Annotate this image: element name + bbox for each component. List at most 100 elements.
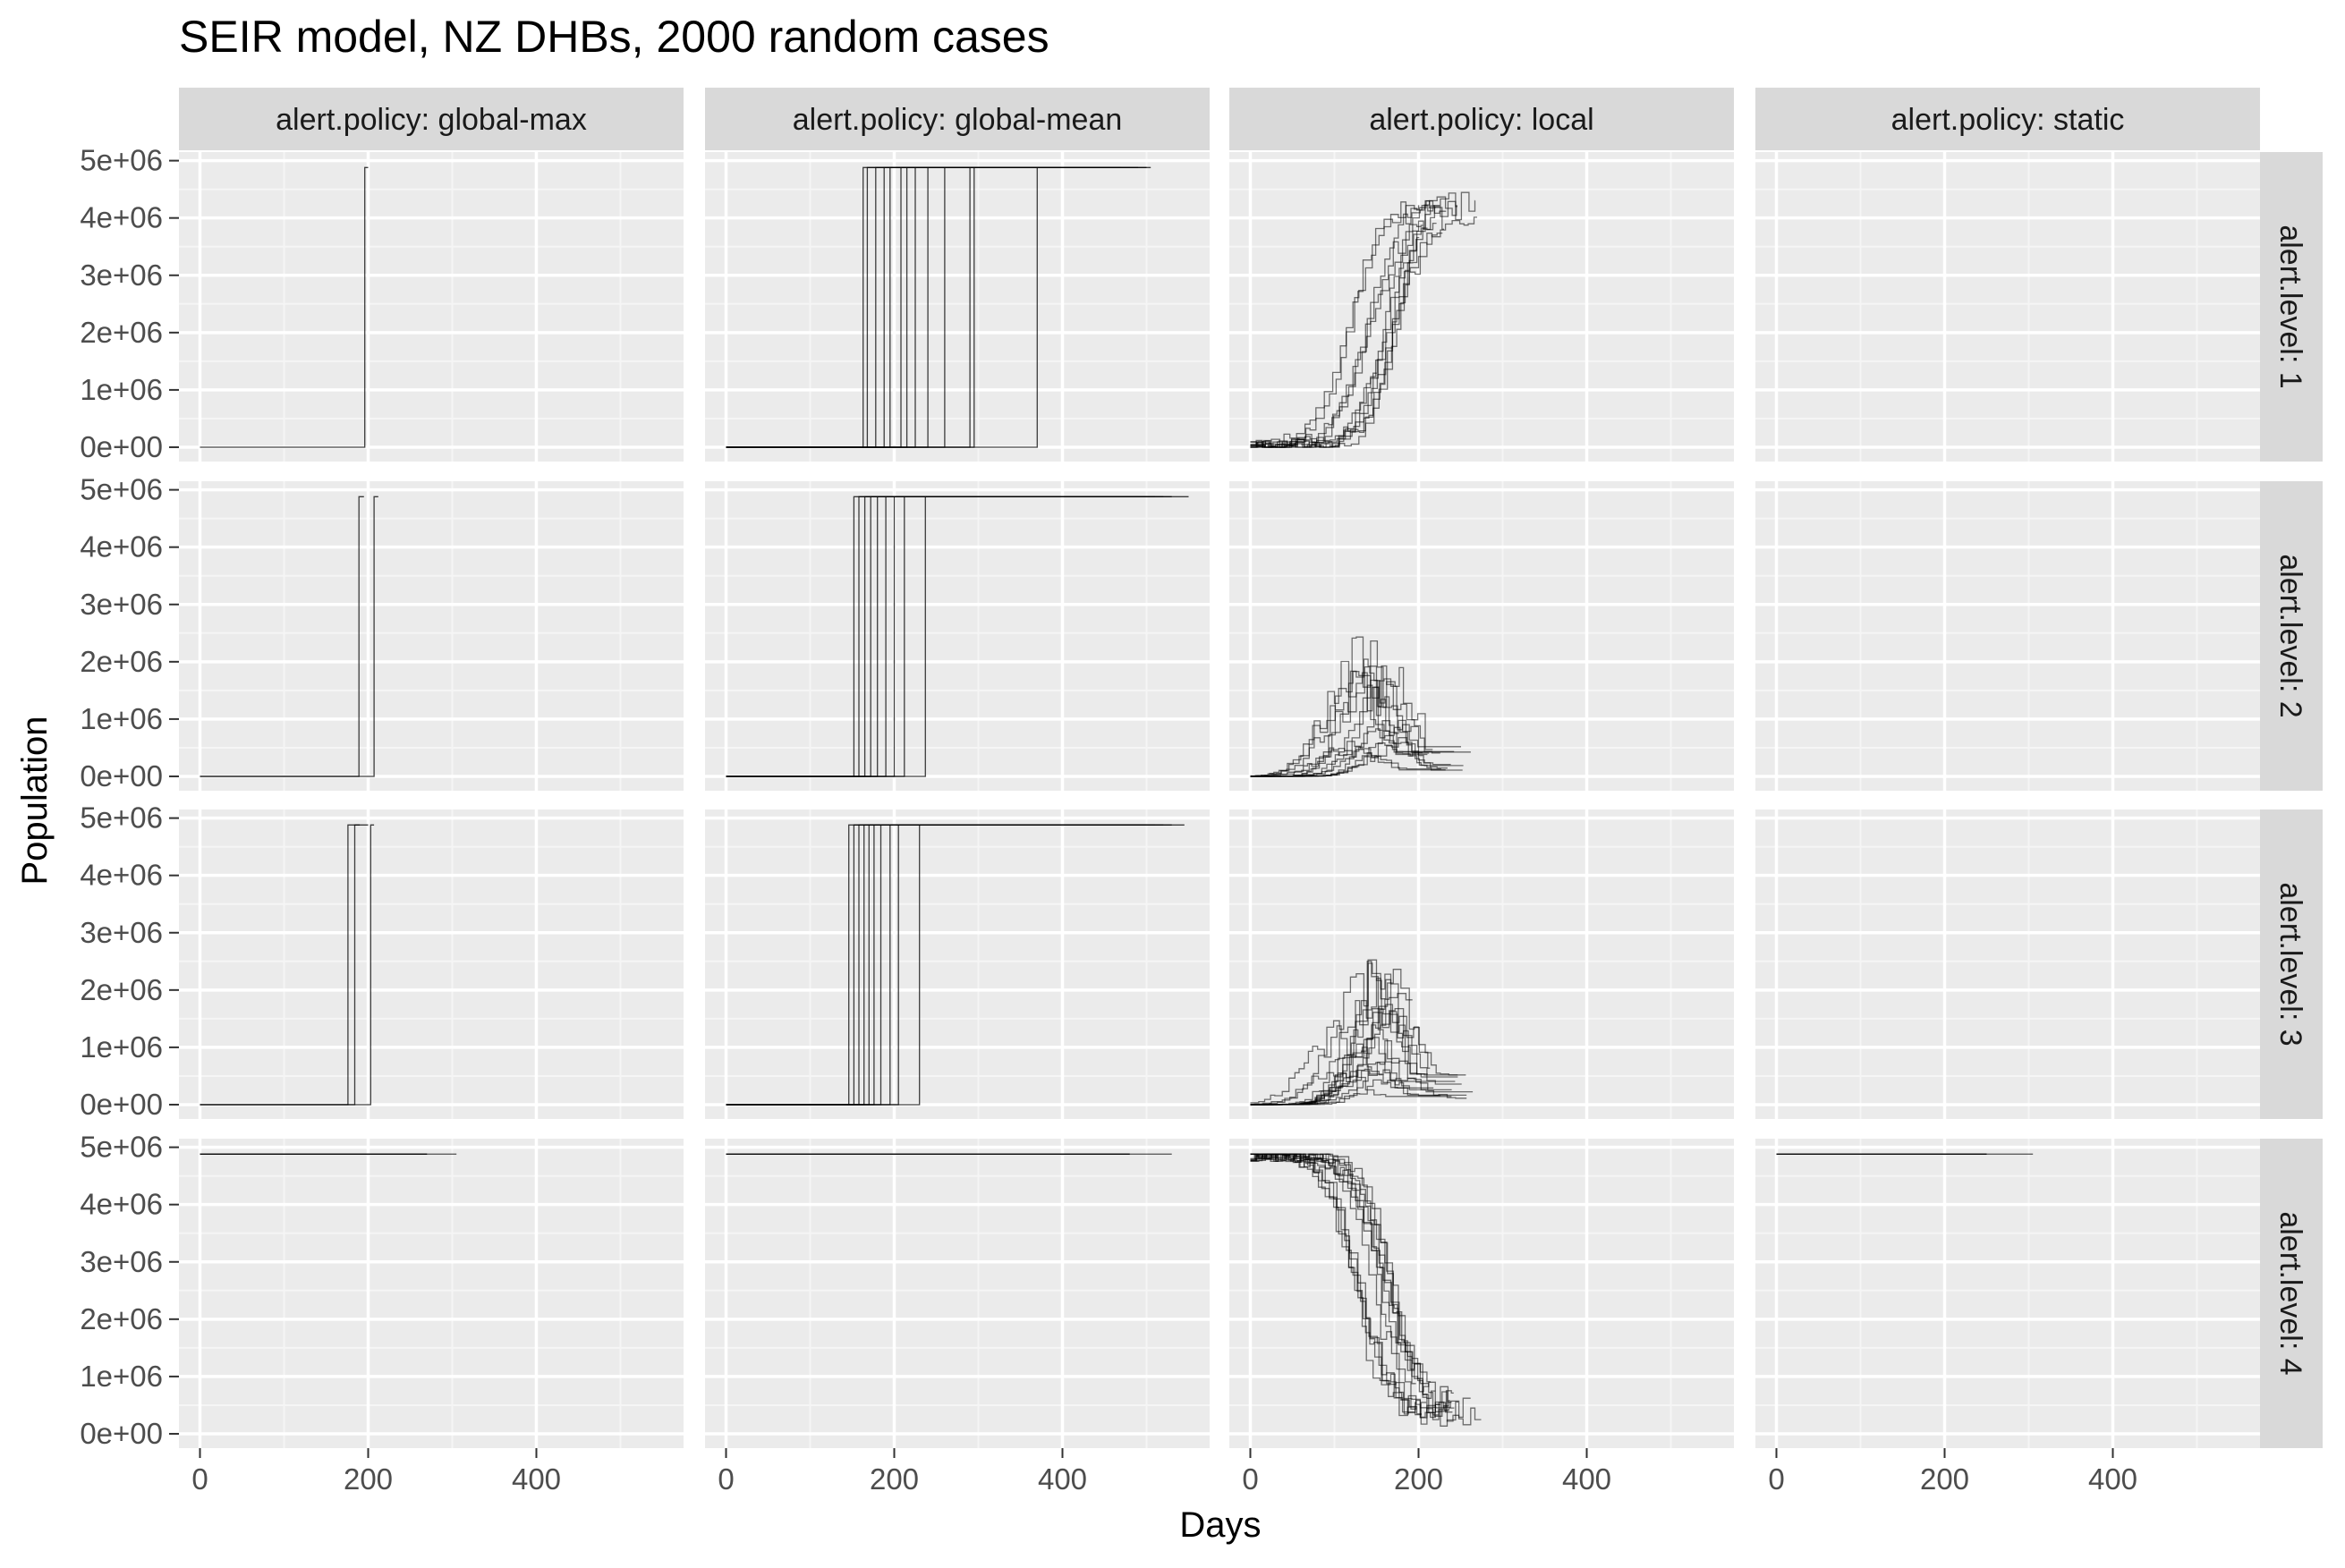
- column-strip-label: alert.policy: local: [1369, 103, 1593, 137]
- strip-background: [179, 88, 684, 150]
- y-tick-label: 1e+06: [80, 1360, 163, 1393]
- x-tick-label: 200: [870, 1462, 919, 1496]
- row-strip-label: alert.level: 3: [2273, 882, 2307, 1046]
- series-line: [1250, 973, 1458, 1106]
- y-tick-label: 5e+06: [80, 473, 163, 506]
- y-axis-row-3: 0e+00 1e+06 2e+06 3e+06 4e+06 5e+06: [80, 801, 179, 1121]
- y-tick-label: 0e+00: [80, 430, 163, 463]
- series-line: [1250, 745, 1463, 777]
- panel-background: [179, 809, 684, 1119]
- y-tick-label: 1e+06: [80, 702, 163, 735]
- column-strip: alert.policy: static: [1755, 88, 2260, 150]
- x-tick-label: 0: [1768, 1462, 1784, 1496]
- y-tick-label: 1e+06: [80, 1030, 163, 1064]
- x-tick-label: 200: [1394, 1462, 1443, 1496]
- panel-background: [705, 1139, 1210, 1448]
- x-tick-label: 400: [1562, 1462, 1611, 1496]
- strip-background: [2260, 809, 2323, 1119]
- x-tick-label: 400: [512, 1462, 561, 1496]
- x-axes: 0 200 400 0 200 400 0 200 400 0 200 400: [191, 1448, 2137, 1496]
- panel-global-max-level-4: [179, 1139, 684, 1448]
- y-tick-label: 4e+06: [80, 530, 163, 564]
- lines-global-max-level-3: [200, 824, 375, 1106]
- panel-background: [1229, 152, 1734, 462]
- y-tick-label: 5e+06: [80, 801, 163, 835]
- series-line: [726, 496, 1172, 777]
- column-strip: alert.policy: local: [1229, 88, 1734, 150]
- panel-background: [1755, 809, 2260, 1119]
- panel-background: [705, 152, 1210, 462]
- panel-global-mean-level-3: [705, 809, 1210, 1119]
- panel-global-mean-level-4: [705, 1139, 1210, 1448]
- strip-background: [2260, 152, 2323, 462]
- panel-local-level-1: [1229, 152, 1734, 462]
- row-strips: alert.level: 1 alert.level: 2 alert.level:…: [2260, 152, 2323, 1448]
- panel-background: [1755, 152, 2260, 462]
- lines-global-max-level-1: [200, 166, 369, 448]
- series-line: [1250, 1154, 1417, 1414]
- y-tick-label: 2e+06: [80, 973, 163, 1006]
- panel-background: [1229, 809, 1734, 1119]
- x-tick-label: 200: [1920, 1462, 1969, 1496]
- row-strip: alert.level: 1: [2260, 152, 2323, 462]
- column-strip-label: alert.policy: global-mean: [793, 103, 1123, 137]
- panel-background: [1755, 481, 2260, 791]
- series-line: [1250, 192, 1457, 448]
- y-axes: 0e+00 1e+06 2e+06 3e+06 4e+06 5e+06 0e+00 1e+06…: [80, 144, 179, 1450]
- lines-local-level-1: [1250, 191, 1477, 448]
- series-line: [1250, 665, 1430, 777]
- row-strip: alert.level: 4: [2260, 1139, 2323, 1448]
- panel-background: [179, 481, 684, 791]
- series-line: [1250, 236, 1420, 448]
- series-line: [1250, 1153, 1454, 1412]
- panel-local-level-4: [1229, 1139, 1734, 1448]
- row-strip: alert.level: 2: [2260, 481, 2323, 791]
- strip-background: [705, 88, 1210, 150]
- y-tick-label: 3e+06: [80, 1245, 163, 1278]
- lines-global-mean-level-3: [726, 824, 1185, 1106]
- x-tick-label: 0: [191, 1462, 208, 1496]
- panel-global-mean-level-1: [705, 152, 1210, 462]
- series-line: [726, 824, 1147, 1106]
- panel-static-level-3: [1755, 809, 2260, 1119]
- x-axis-title: Days: [1179, 1505, 1261, 1545]
- panel-background: [705, 809, 1210, 1119]
- series-line: [726, 166, 1105, 448]
- y-tick-label: 2e+06: [80, 316, 163, 349]
- x-tick-label: 200: [344, 1462, 393, 1496]
- facet-panels: [179, 152, 2260, 1448]
- strip-background: [2260, 481, 2323, 791]
- y-tick-label: 5e+06: [80, 1131, 163, 1164]
- panel-global-max-level-2: [179, 481, 684, 791]
- column-strip-label: alert.policy: global-max: [276, 103, 587, 137]
- panel-local-level-3: [1229, 809, 1734, 1119]
- panel-static-level-1: [1755, 152, 2260, 462]
- y-tick-label: 3e+06: [80, 588, 163, 621]
- panel-static-level-4: [1755, 1139, 2260, 1448]
- y-tick-label: 0e+00: [80, 1088, 163, 1121]
- y-tick-label: 1e+06: [80, 373, 163, 406]
- series-line: [1250, 232, 1443, 448]
- series-line: [1250, 1025, 1434, 1104]
- panel-background: [179, 152, 684, 462]
- row-strip: alert.level: 3: [2260, 809, 2323, 1119]
- chart-title: SEIR model, NZ DHBs, 2000 random cases: [179, 12, 1049, 62]
- lines-local-level-3: [1250, 959, 1474, 1106]
- lines-local-level-4: [1250, 1153, 1482, 1427]
- panel-background: [1229, 1139, 1734, 1448]
- y-tick-label: 4e+06: [80, 859, 163, 892]
- x-tick-label: 0: [1242, 1462, 1258, 1496]
- y-tick-label: 0e+00: [80, 759, 163, 792]
- y-tick-label: 2e+06: [80, 645, 163, 678]
- x-axis-col-4: 0 200 400: [1768, 1448, 2137, 1496]
- panel-background: [179, 1139, 684, 1448]
- y-tick-label: 3e+06: [80, 259, 163, 292]
- y-tick-label: 2e+06: [80, 1302, 163, 1335]
- lines-global-mean-level-1: [726, 166, 1151, 448]
- x-tick-label: 0: [718, 1462, 734, 1496]
- series-line: [1250, 199, 1436, 448]
- lines-global-mean-level-2: [726, 496, 1189, 777]
- lines-global-max-level-2: [200, 496, 378, 777]
- column-strip: alert.policy: global-mean: [705, 88, 1210, 150]
